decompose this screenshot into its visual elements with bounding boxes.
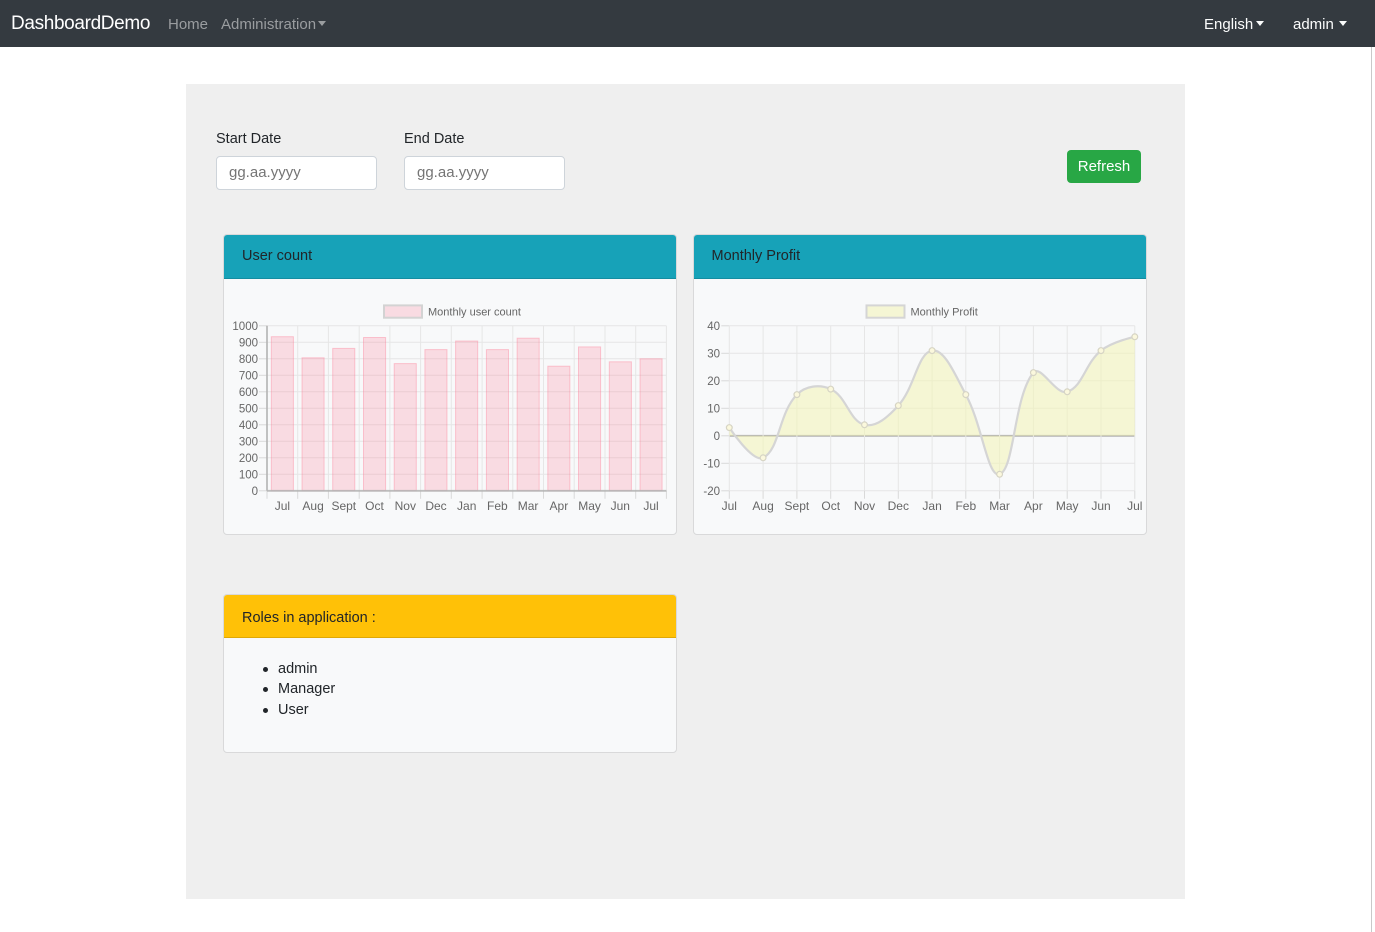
svg-text:200: 200 <box>239 453 258 465</box>
svg-text:-10: -10 <box>703 458 720 470</box>
svg-text:500: 500 <box>239 403 258 415</box>
svg-text:1000: 1000 <box>232 321 258 333</box>
svg-text:0: 0 <box>713 431 719 443</box>
svg-text:30: 30 <box>707 348 720 360</box>
svg-text:Feb: Feb <box>955 499 976 513</box>
svg-text:Jul: Jul <box>643 499 658 513</box>
svg-text:Sept: Sept <box>784 499 809 513</box>
svg-text:Jan: Jan <box>457 499 476 513</box>
svg-text:Apr: Apr <box>1024 499 1043 513</box>
svg-text:Monthly user count: Monthly user count <box>428 307 521 319</box>
svg-text:Nov: Nov <box>853 499 874 513</box>
svg-text:Dec: Dec <box>887 499 908 513</box>
svg-text:Jun: Jun <box>1091 499 1110 513</box>
svg-text:Mar: Mar <box>989 499 1010 513</box>
svg-text:10: 10 <box>707 403 720 415</box>
svg-text:Jun: Jun <box>611 499 630 513</box>
svg-text:May: May <box>1055 499 1078 513</box>
svg-text:Oct: Oct <box>821 499 840 513</box>
svg-text:400: 400 <box>239 420 258 432</box>
svg-text:Monthly Profit: Monthly Profit <box>910 307 977 319</box>
svg-text:Jul: Jul <box>275 499 290 513</box>
svg-text:Apr: Apr <box>550 499 569 513</box>
svg-text:Aug: Aug <box>752 499 773 513</box>
svg-text:Aug: Aug <box>302 499 323 513</box>
svg-text:Sept: Sept <box>331 499 356 513</box>
svg-text:600: 600 <box>239 387 258 399</box>
svg-text:May: May <box>578 499 601 513</box>
svg-text:20: 20 <box>707 376 720 388</box>
svg-text:300: 300 <box>239 436 258 448</box>
svg-text:100: 100 <box>239 469 258 481</box>
svg-text:Jul: Jul <box>1127 499 1142 513</box>
svg-text:800: 800 <box>239 354 258 366</box>
svg-text:-20: -20 <box>703 486 720 498</box>
svg-text:Jul: Jul <box>721 499 736 513</box>
svg-text:Feb: Feb <box>487 499 508 513</box>
svg-text:Mar: Mar <box>518 499 539 513</box>
svg-text:900: 900 <box>239 337 258 349</box>
svg-text:Nov: Nov <box>395 499 416 513</box>
svg-text:Jan: Jan <box>922 499 941 513</box>
svg-text:0: 0 <box>252 486 258 498</box>
svg-text:40: 40 <box>707 321 720 333</box>
svg-text:Dec: Dec <box>425 499 446 513</box>
svg-text:700: 700 <box>239 370 258 382</box>
svg-text:Oct: Oct <box>365 499 384 513</box>
